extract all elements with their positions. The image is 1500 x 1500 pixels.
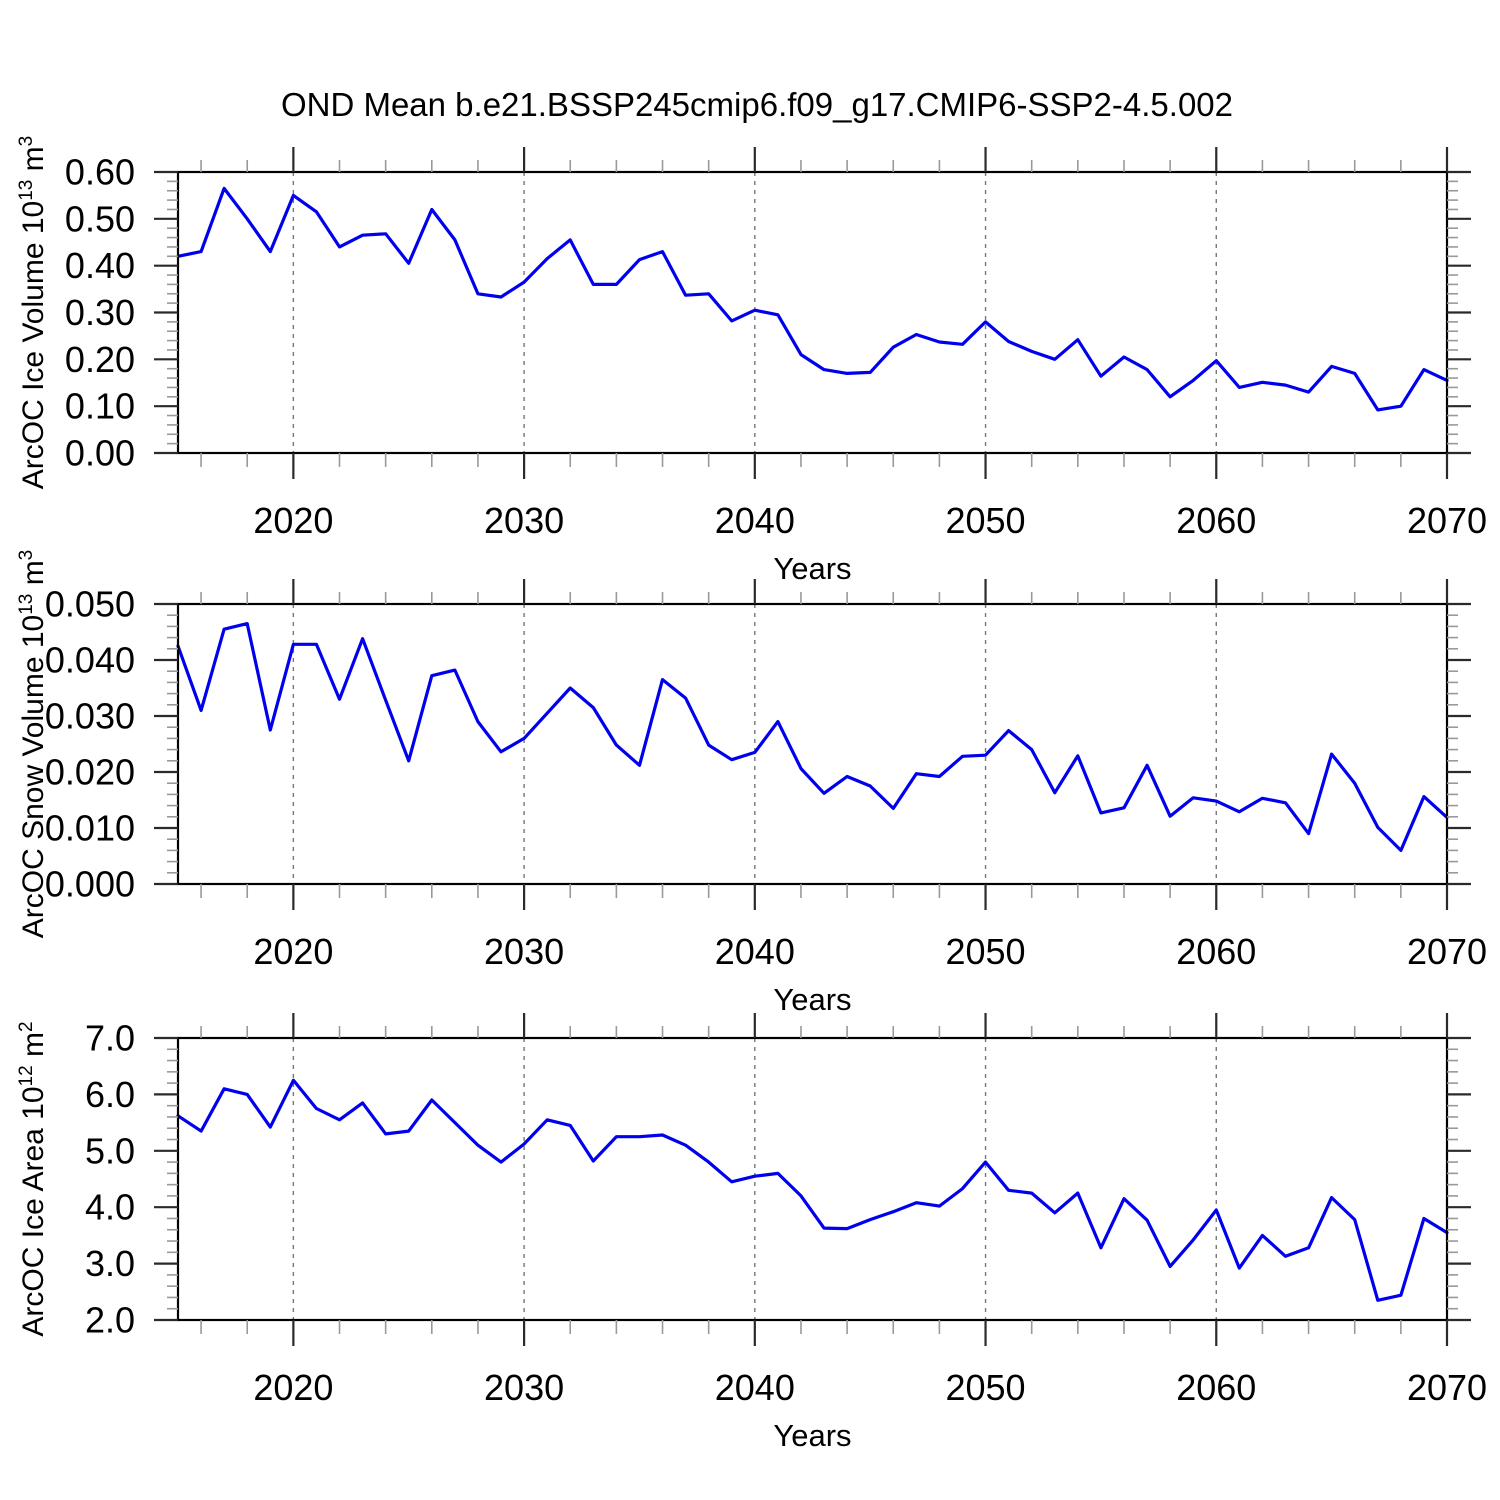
y-tick-label: 3.0 [85,1243,135,1284]
x-tick-label: 2040 [715,1367,795,1408]
y-tick-label: 0.00 [65,433,135,474]
axis-frame [176,1036,1449,1322]
y-tick-label: 6.0 [85,1074,135,1115]
x-tick-label: 2040 [715,931,795,972]
panel-snow-volume: 2020 2030 2040 2050 2060 2070 0.000 0.010 0.020 0… [16,550,1487,1017]
y-axis-title: ArcOC Ice Volume 1013 m3 [16,136,50,490]
y-tick-label: 0.60 [65,152,135,193]
y-tick-label: 0.40 [65,245,135,286]
y-tick-label: 0.50 [65,198,135,239]
y-tick-label: 0.020 [45,752,135,793]
x-tick-label: 2020 [253,500,333,541]
y-tick-label: 0.010 [45,808,135,849]
x-tick-label: 2050 [945,1367,1025,1408]
chart-title: OND Mean b.e21.BSSP245cmip6.f09_g17.CMIP… [280,86,1234,123]
y-tick-label: 0.30 [65,292,135,333]
x-tick-label: 2050 [945,931,1025,972]
panel-ice-area: 2020 2030 2040 2050 2060 2070 2.0 3.0 4.0 5.0 6.0 7… [16,1013,1487,1453]
axis-frame [176,602,1449,886]
x-tick-label: 2030 [484,1367,564,1408]
y-axis-title: ArcOC Snow Volume 1013 m3 [16,550,50,939]
x-tick-label: 2040 [715,500,795,541]
y-tick-label: 2.0 [85,1300,135,1341]
y-axis-title: ArcOC Ice Area 1012 m2 [16,1021,50,1336]
x-tick-label: 2060 [1176,500,1256,541]
y-tick-label: 0.20 [65,339,135,380]
x-tick-label: 2030 [484,500,564,541]
y-tick-label: 5.0 [85,1130,135,1171]
y-tick-label: 4.0 [85,1187,135,1228]
series-line [176,186,1449,412]
series-line [176,621,1449,853]
x-tick-label: 2030 [484,931,564,972]
x-tick-label: 2050 [945,500,1025,541]
x-axis-title: Years [773,1418,851,1453]
y-tick-label: 0.000 [45,864,135,905]
x-tick-label: 2020 [253,931,333,972]
x-axis-title: Years [773,982,851,1017]
x-tick-label: 2070 [1407,500,1487,541]
y-tick-label: 0.050 [45,584,135,625]
x-tick-label: 2070 [1407,1367,1487,1408]
y-tick-label: 0.030 [45,696,135,737]
x-tick-label: 2070 [1407,931,1487,972]
axis-frame [176,170,1449,455]
series-line [176,1078,1449,1302]
x-axis-title: Years [773,551,851,586]
x-tick-label: 2020 [253,1367,333,1408]
y-tick-label: 0.10 [65,386,135,427]
y-tick-label: 7.0 [85,1018,135,1059]
x-tick-label: 2060 [1176,1367,1256,1408]
x-tick-label: 2060 [1176,931,1256,972]
y-tick-label: 0.040 [45,640,135,681]
panel-ice-volume: 2020 2030 2040 2050 2060 2070 0.00 0.10 0.20 0.30… [16,136,1487,586]
